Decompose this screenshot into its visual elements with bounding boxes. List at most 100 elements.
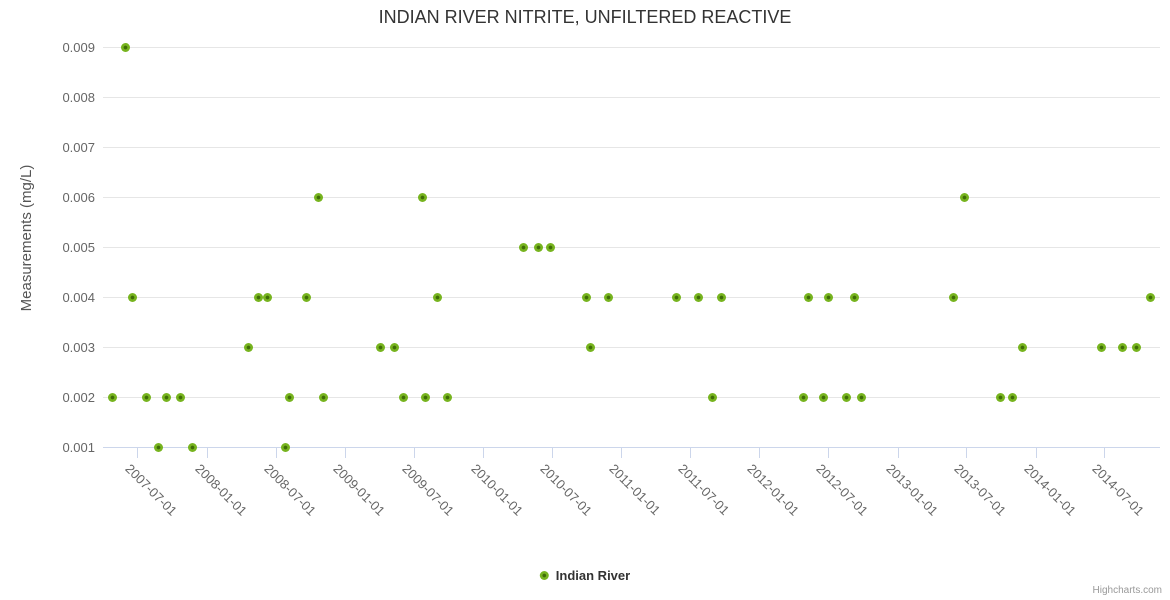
x-axis-line [103,447,1160,448]
data-point[interactable] [399,392,409,402]
x-tick-label: 2008-01-01 [192,461,250,519]
y-gridline [103,297,1160,298]
legend-marker-icon [539,571,549,580]
data-point[interactable] [819,392,829,402]
data-point[interactable] [433,292,443,302]
legend-item-indian-river[interactable]: Indian River [539,568,631,583]
y-gridline [103,197,1160,198]
data-point[interactable] [108,392,118,402]
x-tick-label: 2014-07-01 [1089,461,1148,519]
data-point[interactable] [281,442,291,452]
y-tick-label: 0.008 [62,90,95,105]
y-tick-label: 0.004 [62,290,95,305]
data-point[interactable] [533,242,543,252]
x-tick-mark [759,448,761,458]
y-tick-label: 0.005 [62,240,95,255]
data-point[interactable] [546,242,556,252]
data-point[interactable] [254,292,264,302]
data-point[interactable] [823,292,833,302]
x-tick-mark [966,448,968,458]
data-point[interactable] [418,192,428,202]
data-point[interactable] [375,342,385,352]
data-point[interactable] [443,392,453,402]
data-point[interactable] [121,42,131,52]
data-point[interactable] [1017,342,1027,352]
data-point[interactable] [803,292,813,302]
data-point[interactable] [263,292,273,302]
x-tick-mark [483,448,485,458]
data-point[interactable] [671,292,681,302]
y-gridline [103,397,1160,398]
data-point[interactable] [420,392,430,402]
data-point[interactable] [603,292,613,302]
x-tick-label: 2014-01-01 [1021,461,1079,519]
data-point[interactable] [314,192,324,202]
x-tick-mark [345,448,347,458]
x-tick-label: 2007-07-01 [122,461,181,519]
data-point[interactable] [1096,342,1106,352]
x-tick-label: 2012-01-01 [744,461,803,519]
x-tick-mark [1104,448,1106,458]
y-tick-label: 0.002 [62,390,95,405]
data-point[interactable] [1132,342,1142,352]
y-gridline [103,47,1160,48]
x-tick-mark [621,448,623,458]
data-point[interactable] [301,292,311,302]
data-point[interactable] [694,292,704,302]
data-point[interactable] [960,192,970,202]
data-point[interactable] [717,292,727,302]
x-tick-label: 2009-07-01 [399,461,457,519]
x-tick-label: 2013-07-01 [951,461,1010,519]
x-tick-mark [206,448,208,458]
x-tick-label: 2011-01-01 [606,461,664,518]
data-point[interactable] [188,442,198,452]
x-tick-label: 2008-07-01 [261,461,319,519]
x-tick-label: 2009-01-01 [330,461,389,519]
data-point[interactable] [1145,292,1155,302]
legend-label: Indian River [555,568,631,583]
data-point[interactable] [1118,342,1128,352]
data-point[interactable] [319,392,329,402]
data-point[interactable] [582,292,592,302]
x-tick-mark [551,448,553,458]
data-point[interactable] [244,342,254,352]
y-gridline [103,347,1160,348]
x-tick-mark [897,448,899,458]
x-tick-mark [828,448,830,458]
x-tick-mark [137,448,139,458]
data-point[interactable] [995,392,1005,402]
y-gridline [103,147,1160,148]
data-point[interactable] [176,392,186,402]
x-tick-mark [275,448,277,458]
data-point[interactable] [948,292,958,302]
data-point[interactable] [586,342,596,352]
y-axis-title: Measurements (mg/L) [18,164,35,312]
y-tick-label: 0.009 [62,40,95,55]
data-point[interactable] [162,392,172,402]
data-point[interactable] [285,392,295,402]
y-tick-label: 0.006 [62,190,95,205]
data-point[interactable] [857,392,867,402]
x-tick-label: 2010-07-01 [537,461,595,519]
data-point[interactable] [128,292,138,302]
highcharts-credit-link[interactable]: Highcharts.com [1092,585,1162,596]
y-tick-label: 0.001 [62,440,95,455]
y-gridline [103,247,1160,248]
y-tick-label: 0.007 [62,140,95,155]
data-point[interactable] [799,392,809,402]
data-point[interactable] [142,392,152,402]
x-tick-mark [1035,448,1037,458]
data-point[interactable] [518,242,528,252]
data-point[interactable] [1007,392,1017,402]
x-tick-label: 2012-07-01 [813,461,872,519]
data-point[interactable] [154,442,164,452]
data-point[interactable] [707,392,717,402]
x-tick-label: 2013-01-01 [883,461,941,519]
data-point[interactable] [389,342,399,352]
x-tick-mark [689,448,691,458]
data-point[interactable] [850,292,860,302]
y-tick-label: 0.003 [62,340,95,355]
data-point[interactable] [842,392,852,402]
chart-title: INDIAN RIVER NITRITE, UNFILTERED REACTIV… [378,7,792,27]
